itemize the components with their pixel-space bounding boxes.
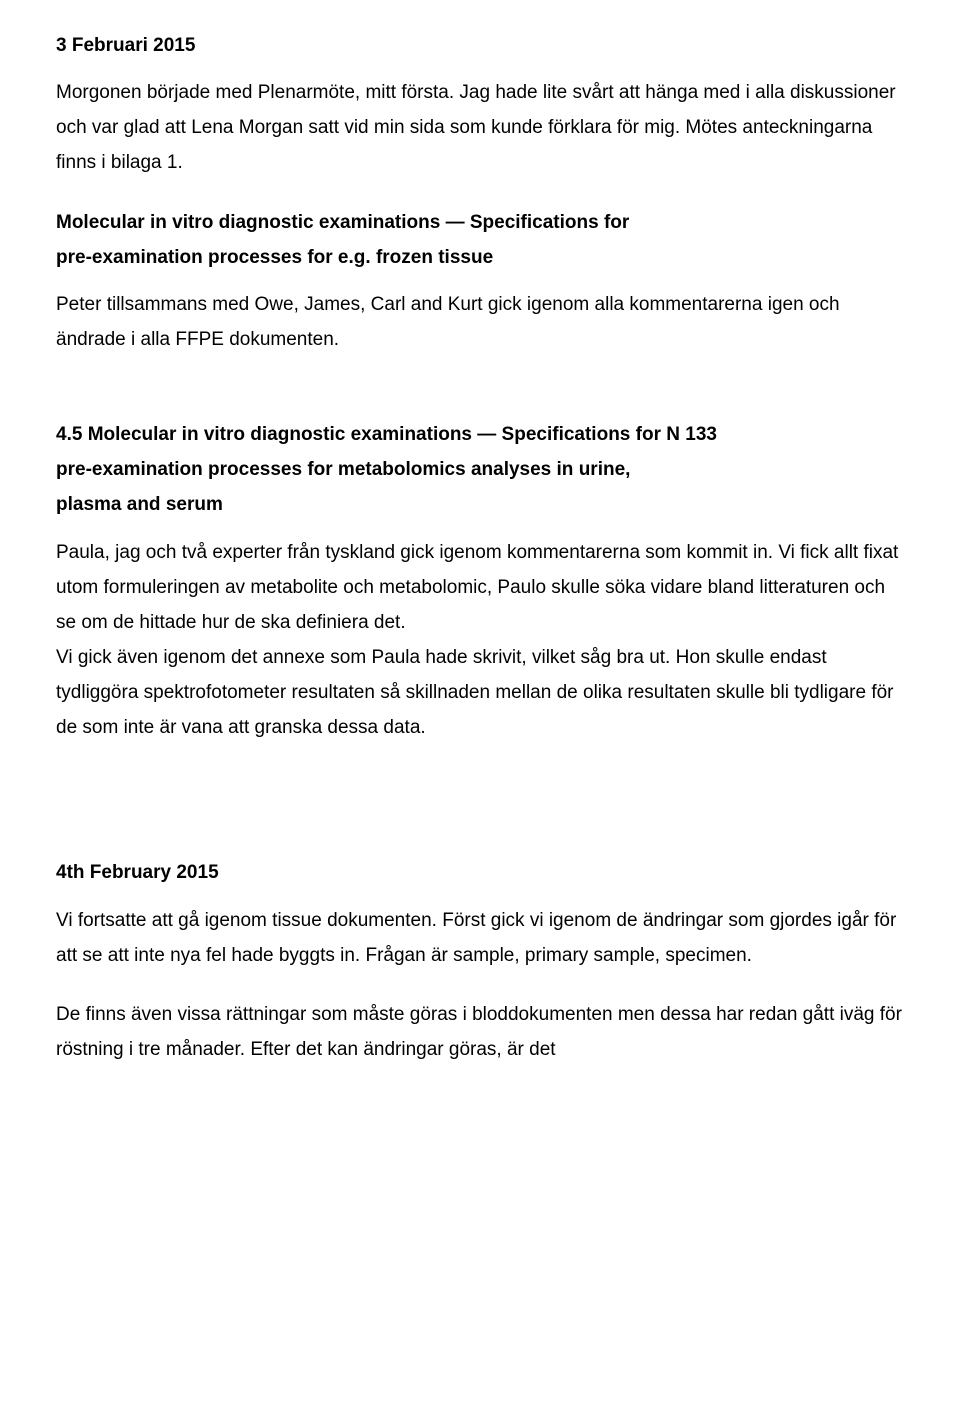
paragraph-tissue: Peter tillsammans med Owe, James, Carl a… [56,287,904,357]
date-heading-2: 4th February 2015 [56,855,904,890]
section-heading-2-line-b: pre-examination processes for metabolomi… [56,452,904,487]
date-heading-1: 3 Februari 2015 [56,28,904,63]
paragraph-metabolomics-1: Paula, jag och två experter från tysklan… [56,535,904,640]
section-heading-1-line-b: pre-examination processes for e.g. froze… [56,240,904,275]
paragraph-intro: Morgonen började med Plenarmöte, mitt fö… [56,75,904,180]
paragraph-feb4-1: Vi fortsatte att gå igenom tissue dokume… [56,903,904,973]
section-heading-1-line-a: Molecular in vitro diagnostic examinatio… [56,205,904,240]
paragraph-feb4-2: De finns även vissa rättningar som måste… [56,997,904,1067]
section-heading-2-line-a: 4.5 Molecular in vitro diagnostic examin… [56,417,904,452]
paragraph-metabolomics-2: Vi gick även igenom det annexe som Paula… [56,640,904,745]
section-heading-2-line-c: plasma and serum [56,487,904,522]
